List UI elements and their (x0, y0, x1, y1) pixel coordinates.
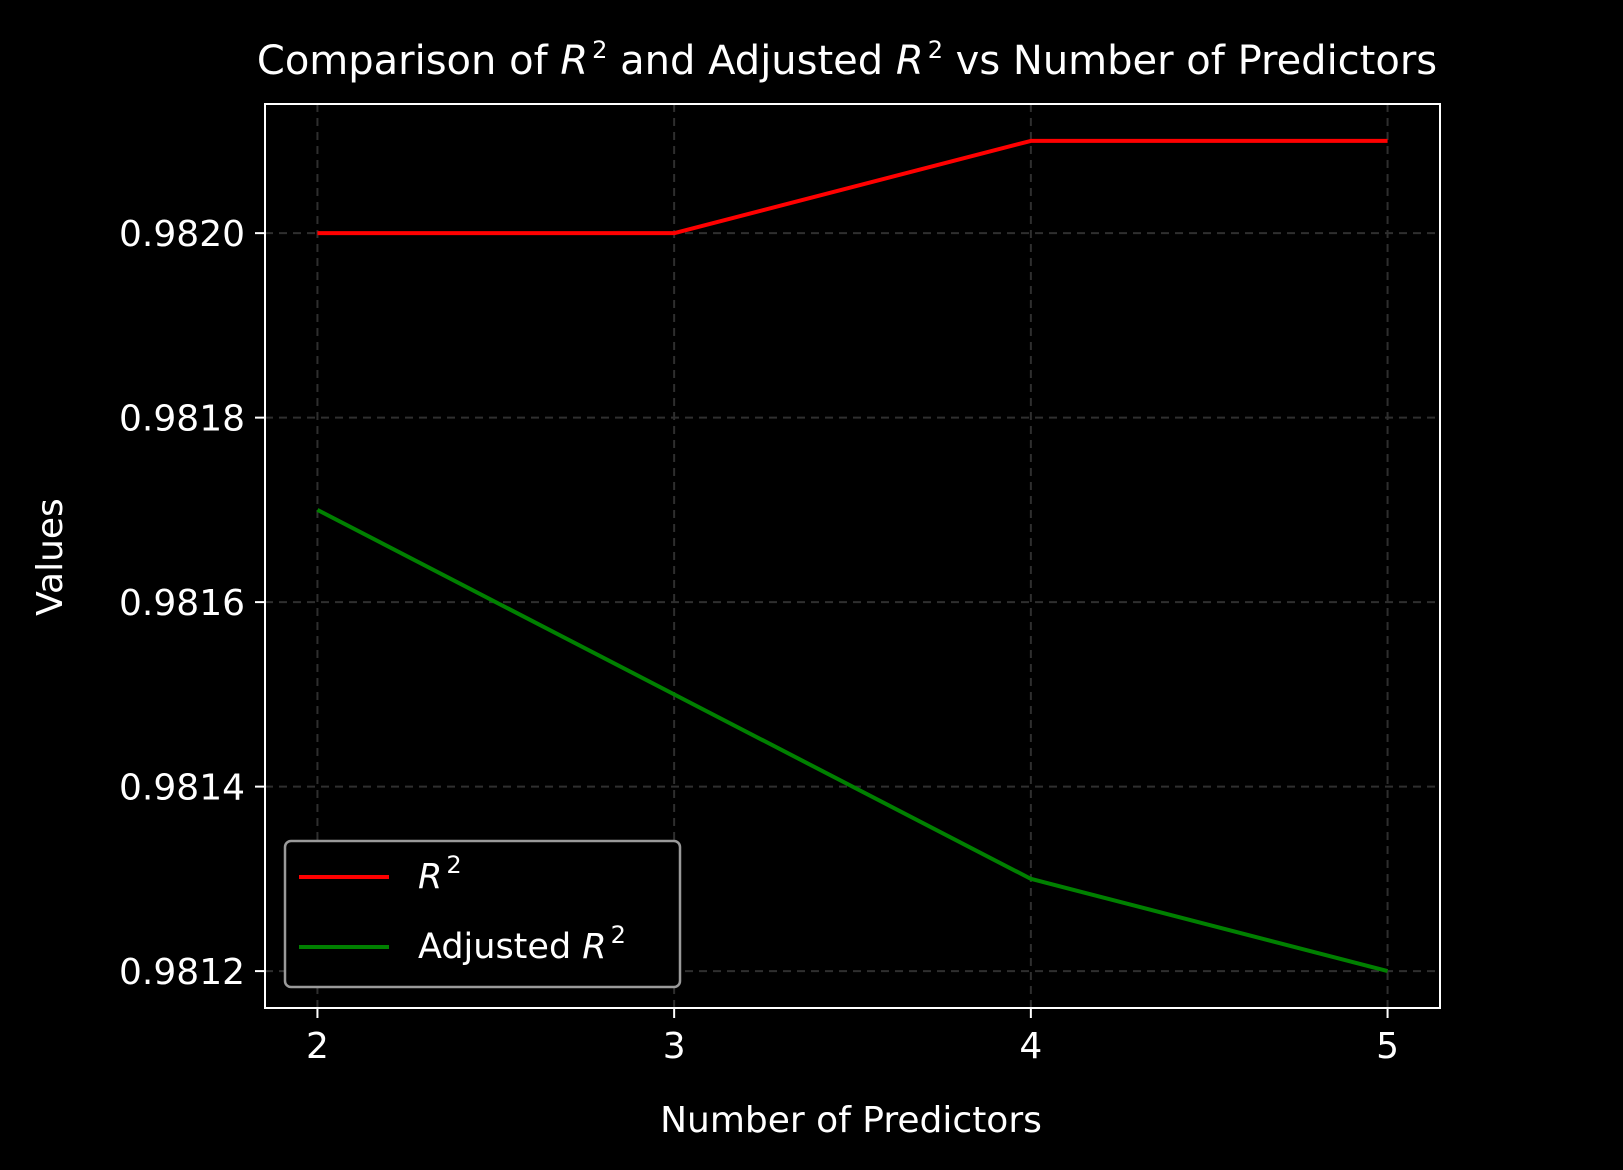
y-tick-label: 0.9818 (119, 399, 245, 440)
y-tick-label: 0.9820 (119, 214, 245, 255)
x-tick-label: 5 (1376, 1026, 1399, 1067)
y-axis-label: Values (30, 498, 71, 616)
series-line-adjusted-r2 (316, 508, 1389, 974)
x-tick-label: 4 (1019, 1026, 1042, 1067)
x-tick-label: 2 (306, 1026, 329, 1067)
x-tick-label: 3 (663, 1026, 686, 1067)
series-lines (316, 138, 1389, 974)
y-tick-label: 0.9812 (119, 952, 245, 993)
y-tick-label: 0.9814 (119, 768, 245, 809)
series-line-r2 (317, 138, 1388, 236)
x-axis-label: Number of Predictors (660, 1100, 1042, 1141)
plot-frame (264, 103, 1441, 1009)
y-axis-ticks: 0.9812 0.9814 0.9816 0.9818 0.9820 (119, 214, 265, 993)
x-axis-ticks: 2 3 4 5 (306, 1008, 1399, 1067)
plot-area (264, 103, 1441, 1009)
grid-lines (265, 104, 1440, 1008)
y-tick-label: 0.9816 (119, 583, 245, 624)
